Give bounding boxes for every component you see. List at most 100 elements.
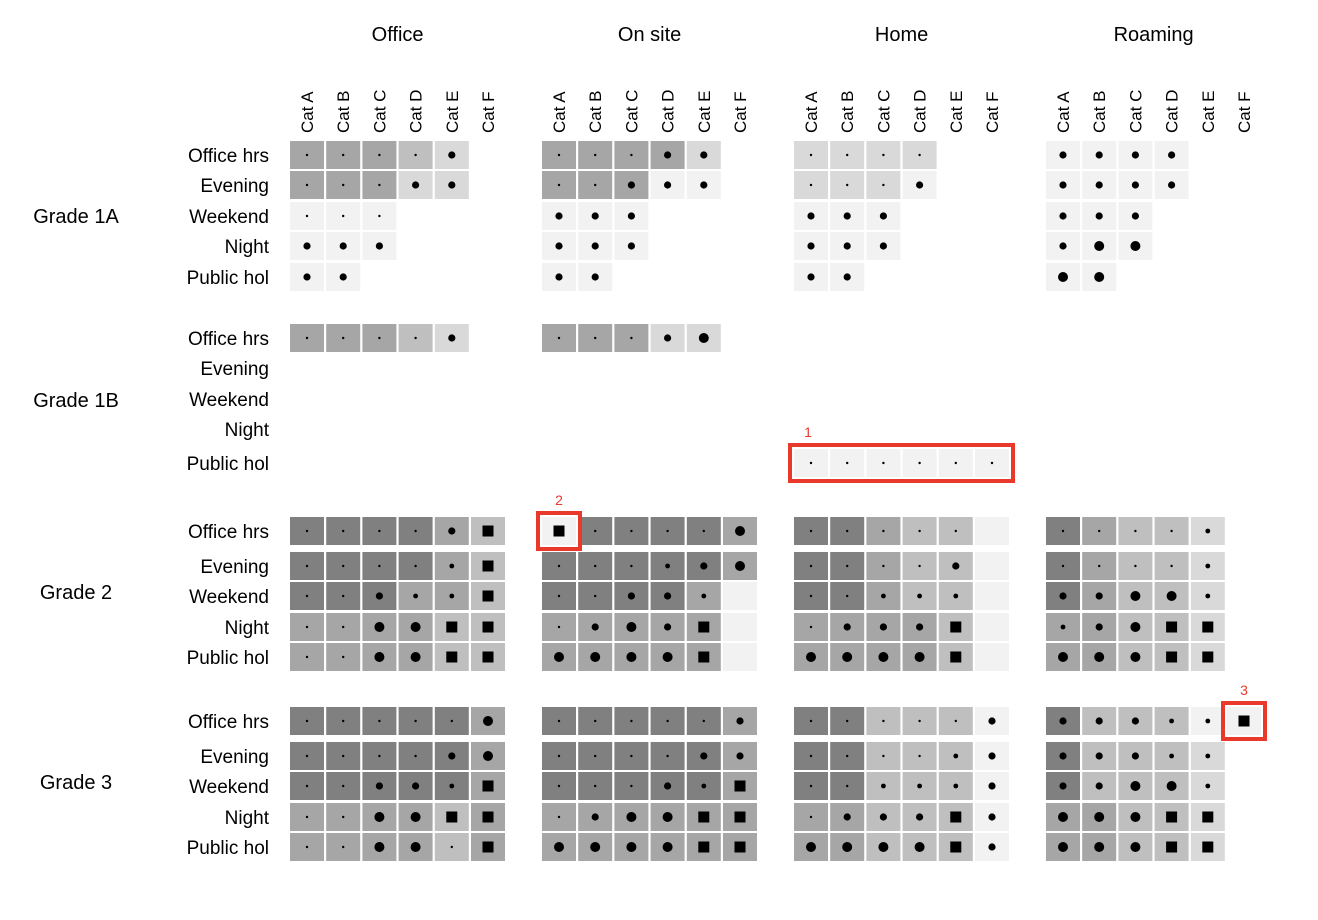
dot-marker	[378, 529, 381, 533]
square-marker	[734, 811, 746, 823]
dot-marker	[1058, 842, 1068, 852]
category-label: Cat A	[1054, 91, 1073, 133]
dot-marker	[809, 564, 813, 568]
dot-marker	[809, 594, 813, 598]
dot-marker	[918, 754, 921, 758]
dot-marker	[594, 594, 597, 598]
dot-marker	[843, 212, 851, 220]
dot-marker	[1094, 812, 1105, 822]
square-marker	[446, 811, 458, 823]
dot-marker	[882, 529, 885, 533]
dot-marker	[1205, 783, 1211, 789]
category-label: Cat D	[911, 90, 930, 133]
square-marker	[446, 651, 458, 663]
dot-marker	[1095, 212, 1103, 220]
square-marker	[1166, 811, 1178, 823]
dot-marker	[1131, 717, 1139, 725]
square-marker	[482, 525, 494, 537]
dot-marker	[988, 717, 996, 725]
dot-marker	[410, 652, 421, 662]
dot-marker	[557, 336, 561, 340]
dot-marker	[882, 564, 885, 568]
dot-marker	[664, 181, 672, 189]
dot-marker	[735, 526, 745, 536]
dot-marker	[846, 529, 849, 533]
dot-marker	[450, 719, 453, 723]
dot-marker	[879, 242, 888, 250]
time-row-label: Night	[225, 618, 270, 639]
time-row-label: Night	[225, 237, 270, 258]
square-marker	[1202, 621, 1214, 633]
time-row-label: Evening	[200, 176, 269, 197]
dot-marker	[809, 153, 813, 157]
dot-marker	[449, 593, 455, 599]
dot-marker	[662, 842, 673, 852]
dot-marker	[665, 563, 670, 569]
dot-marker	[342, 336, 345, 340]
dot-marker	[626, 622, 637, 632]
dot-marker	[842, 842, 853, 852]
dot-marker	[594, 564, 597, 568]
callout-box	[536, 511, 582, 551]
dot-marker	[1130, 842, 1141, 852]
dot-marker	[305, 625, 309, 629]
time-row-label: Weekend	[189, 390, 269, 411]
dot-marker	[555, 242, 563, 250]
dot-marker	[305, 754, 309, 758]
dot-marker	[627, 242, 636, 250]
dot-marker	[846, 564, 849, 568]
dot-marker	[303, 273, 311, 281]
dot-marker	[630, 529, 633, 533]
dot-marker	[918, 153, 921, 157]
dot-marker	[1134, 564, 1137, 568]
dot-marker	[809, 183, 813, 187]
square-marker	[950, 841, 962, 853]
dot-marker	[305, 784, 309, 788]
dot-marker	[594, 153, 597, 157]
dot-marker	[450, 845, 453, 849]
dot-marker	[662, 812, 673, 822]
dot-marker	[918, 564, 921, 568]
dot-marker	[1059, 212, 1067, 220]
dot-marker	[627, 592, 636, 600]
dot-marker	[700, 151, 708, 159]
dot-marker	[594, 784, 597, 788]
dot-marker	[1094, 241, 1105, 251]
time-row-label: Weekend	[189, 587, 269, 608]
dot-marker	[807, 212, 815, 220]
square-marker	[1166, 651, 1178, 663]
dot-marker	[410, 842, 421, 852]
dot-marker	[414, 529, 417, 533]
dot-marker	[1059, 181, 1067, 189]
square-marker	[1202, 811, 1214, 823]
dot-marker	[806, 652, 816, 662]
time-row-label: Evening	[200, 557, 269, 578]
square-marker	[950, 621, 962, 633]
time-row-label: Evening	[200, 359, 269, 380]
dot-marker	[557, 153, 561, 157]
grade-label: Grade 2	[40, 582, 112, 604]
category-label: Cat A	[802, 91, 821, 133]
dot-marker	[630, 719, 633, 723]
heatmap-cell	[723, 613, 757, 641]
grade-label: Grade 1B	[33, 390, 119, 412]
category-label: Cat F	[1235, 91, 1254, 133]
dot-marker	[953, 753, 959, 759]
dot-marker	[1131, 752, 1139, 760]
square-marker	[482, 811, 494, 823]
dot-marker	[846, 461, 849, 465]
dot-marker	[1059, 242, 1067, 250]
dot-marker	[1168, 151, 1176, 159]
dot-marker	[1059, 592, 1067, 600]
square-marker	[734, 841, 746, 853]
dot-marker	[448, 151, 456, 159]
category-label: Cat A	[298, 91, 317, 133]
time-row-label: Office hrs	[188, 712, 269, 733]
dot-marker	[664, 151, 672, 159]
category-label: Cat F	[479, 91, 498, 133]
dot-marker	[1095, 151, 1103, 159]
dot-marker	[879, 212, 888, 220]
category-label: Cat C	[622, 90, 641, 133]
dot-marker	[666, 529, 669, 533]
dot-marker	[305, 719, 309, 723]
